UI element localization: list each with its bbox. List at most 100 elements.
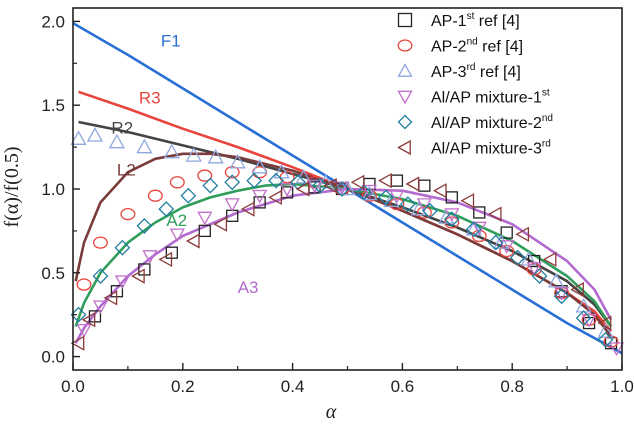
series-5-point bbox=[509, 249, 526, 266]
y-tick-label: 0.0 bbox=[41, 348, 65, 367]
curve-label-a2: A2 bbox=[166, 211, 187, 230]
series-3-point bbox=[273, 163, 290, 179]
series-6-point bbox=[350, 174, 365, 190]
legend-entry-4: Al/AP mixture-1st bbox=[431, 88, 550, 107]
series-2-point bbox=[224, 166, 240, 179]
series-4-point bbox=[76, 323, 92, 338]
series-2-point bbox=[92, 236, 108, 249]
series-6-point bbox=[131, 268, 145, 284]
series-4-point bbox=[553, 287, 570, 301]
y-tick-label: 0.5 bbox=[41, 264, 65, 283]
series-3-point bbox=[136, 138, 153, 154]
series-2-point bbox=[197, 169, 213, 182]
series-6-point bbox=[213, 216, 228, 232]
x-tick-label: 0.6 bbox=[391, 377, 415, 396]
series-5-point bbox=[180, 187, 197, 204]
series-5-point bbox=[553, 288, 570, 305]
series-2-point bbox=[389, 197, 405, 211]
series-4-point bbox=[252, 189, 268, 204]
series-6-point bbox=[295, 181, 310, 197]
series-4-point bbox=[169, 228, 185, 243]
series-3-point bbox=[339, 180, 356, 196]
series-4-point bbox=[471, 221, 487, 236]
series-6-point bbox=[81, 312, 96, 328]
series-4-point bbox=[416, 198, 433, 212]
series-3-point bbox=[86, 127, 104, 142]
series-5-point bbox=[268, 172, 285, 189]
series-5-point bbox=[597, 331, 614, 348]
axes: 0.0 0.2 0.4 0.6 0.8 1.0 0.0 0.5 1.0 1.5 2.0 bbox=[41, 7, 634, 396]
series-3-point bbox=[547, 272, 565, 288]
y-tick-label: 1.0 bbox=[41, 180, 65, 199]
legend-marker-3 bbox=[397, 63, 413, 77]
series-5-point bbox=[377, 189, 394, 206]
series-6-point bbox=[515, 226, 530, 242]
x-tick-label: 0.0 bbox=[61, 377, 85, 396]
y-tick-label: 1.5 bbox=[41, 96, 65, 115]
series-4-point bbox=[279, 183, 295, 197]
curve-l2 bbox=[74, 152, 613, 338]
series-5-point bbox=[224, 174, 241, 191]
series-4-point bbox=[499, 240, 515, 254]
series-6-point bbox=[570, 281, 584, 298]
series-5-point bbox=[421, 202, 438, 219]
series-6-point bbox=[460, 193, 475, 209]
series-1-point bbox=[555, 285, 568, 298]
legend-marker-5 bbox=[397, 114, 413, 130]
series-4-point bbox=[306, 179, 323, 194]
legend-entry-3: AP-3rd ref [4] bbox=[431, 62, 521, 81]
series-4-point bbox=[361, 184, 378, 199]
series-6-point bbox=[487, 206, 502, 222]
series-4-point bbox=[114, 275, 131, 290]
legend-entry-6: Al/AP mixture-3rd bbox=[431, 139, 551, 158]
series-4-point bbox=[608, 342, 625, 357]
series-1-point bbox=[473, 206, 486, 219]
series-4-point bbox=[389, 189, 405, 204]
series-6-point bbox=[378, 172, 392, 189]
series-6-point bbox=[542, 251, 557, 268]
series-3-point bbox=[163, 143, 180, 159]
series-5-point bbox=[114, 239, 131, 256]
curve-label-a3: A3 bbox=[238, 278, 259, 297]
series-2-point bbox=[603, 335, 619, 348]
series-6-point bbox=[158, 251, 173, 268]
series-6-point bbox=[405, 176, 420, 192]
series-4-point bbox=[526, 261, 542, 276]
series-6-point bbox=[70, 335, 85, 351]
series-5-point bbox=[202, 177, 219, 194]
series-5-point bbox=[158, 201, 175, 218]
series-3-point bbox=[465, 220, 482, 236]
curve-label-r2: R2 bbox=[111, 119, 133, 138]
series-6-point bbox=[240, 201, 255, 217]
x-tick-label: 0.2 bbox=[171, 377, 195, 396]
series-6-point bbox=[103, 290, 118, 306]
curve-label-l2: L2 bbox=[117, 161, 136, 180]
series-4-point bbox=[224, 198, 240, 212]
series-2-point bbox=[169, 176, 185, 189]
x-axis-title: α bbox=[326, 401, 337, 423]
series-4-point bbox=[92, 300, 109, 315]
legend-entry-5: Al/AP mixture-2nd bbox=[431, 113, 553, 132]
series-5-point bbox=[312, 177, 329, 194]
series-5-point bbox=[531, 268, 548, 285]
series-2-point bbox=[416, 206, 432, 219]
series-5-point bbox=[575, 310, 592, 326]
series-3-point bbox=[383, 192, 400, 207]
series-5-point bbox=[70, 306, 87, 323]
legend-marker-1 bbox=[397, 12, 413, 28]
legend-marker-6 bbox=[397, 139, 411, 156]
series-4-point bbox=[142, 250, 158, 264]
series-3-point bbox=[597, 323, 614, 338]
series-4-point bbox=[197, 211, 213, 226]
series-5-point bbox=[465, 221, 482, 238]
legend: AP-1st ref [4] AP-2nd ref [4] AP-3rd ref [… bbox=[397, 11, 553, 158]
series-6-point bbox=[597, 315, 612, 331]
curve-label-r3: R3 bbox=[139, 89, 161, 108]
series-4-point bbox=[581, 313, 597, 328]
series-3-point bbox=[410, 200, 428, 216]
series-6-point bbox=[323, 177, 337, 194]
series-2-point bbox=[147, 189, 163, 202]
series-5-point bbox=[246, 172, 263, 189]
series-5-point bbox=[443, 211, 460, 228]
x-tick-label: 0.4 bbox=[281, 377, 305, 396]
